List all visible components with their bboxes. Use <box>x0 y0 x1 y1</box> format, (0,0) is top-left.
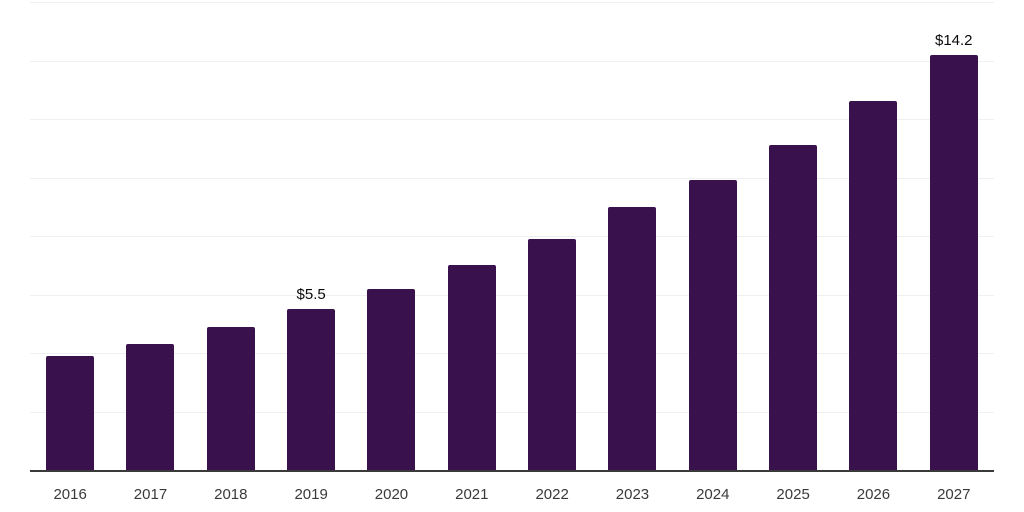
bar-slot-2026 <box>833 2 913 470</box>
bar-slot-2021 <box>432 2 512 470</box>
bar-2022 <box>528 238 577 470</box>
bar-2024 <box>688 180 737 470</box>
bar-slot-2024 <box>673 2 753 470</box>
gridline-16 <box>30 2 994 3</box>
plot-area: $5.5 $14.2 <box>30 2 994 472</box>
bar-2026 <box>849 101 898 470</box>
bar-slot-2016 <box>30 2 110 470</box>
gridline-6 <box>30 294 994 296</box>
gridline-14 <box>30 60 994 62</box>
x-tick-label-2022: 2022 <box>535 486 569 503</box>
bar-2020 <box>367 288 416 470</box>
x-tick-label-2023: 2023 <box>615 486 650 503</box>
bar-series: $5.5 $14.2 <box>30 2 994 470</box>
x-axis-tick-labels: 2016 2017 2018 2019 2020 2021 2022 2023 2024 2025… <box>30 472 994 503</box>
gridline-8 <box>30 236 994 237</box>
gridline-4 <box>30 353 994 354</box>
bar-slot-2022 <box>512 2 592 470</box>
x-tick-label-2016: 2016 <box>53 486 87 503</box>
x-tick-label-2020: 2020 <box>374 486 409 503</box>
x-tick-label-2025: 2025 <box>776 486 810 503</box>
bar-2017 <box>126 344 175 470</box>
gridline-10 <box>30 177 994 179</box>
bar-2016 <box>46 355 95 470</box>
x-tick-label-2019: 2019 <box>294 486 328 503</box>
bar-2025 <box>769 145 818 470</box>
x-tick-label-2021: 2021 <box>455 486 489 503</box>
x-tick-label-2026: 2026 <box>856 486 891 503</box>
bar-2023 <box>608 206 657 470</box>
x-tick-label-2018: 2018 <box>214 486 248 503</box>
x-tick-label-2024: 2024 <box>696 486 730 503</box>
bar-2027 <box>929 54 978 470</box>
bar-value-label-2027: $14.2 <box>934 31 973 49</box>
bar-slot-2023 <box>592 2 672 470</box>
bar-slot-2020 <box>351 2 431 470</box>
bar-2019 <box>287 309 336 470</box>
x-tick-label-2027: 2027 <box>937 486 971 503</box>
bar-value-label-2019: $5.5 <box>296 286 326 304</box>
bar-2018 <box>206 326 255 470</box>
bar-slot-2017 <box>110 2 190 470</box>
bar-slot-2027: $14.2 <box>914 2 994 470</box>
bar-slot-2019: $5.5 <box>271 2 351 470</box>
x-axis-line <box>30 470 994 472</box>
bar-2021 <box>447 265 496 470</box>
bar-slot-2025 <box>753 2 833 470</box>
x-tick-label-2017: 2017 <box>133 486 168 503</box>
bar-slot-2018 <box>191 2 271 470</box>
gridline-2 <box>30 411 994 413</box>
gridline-12 <box>30 119 994 120</box>
